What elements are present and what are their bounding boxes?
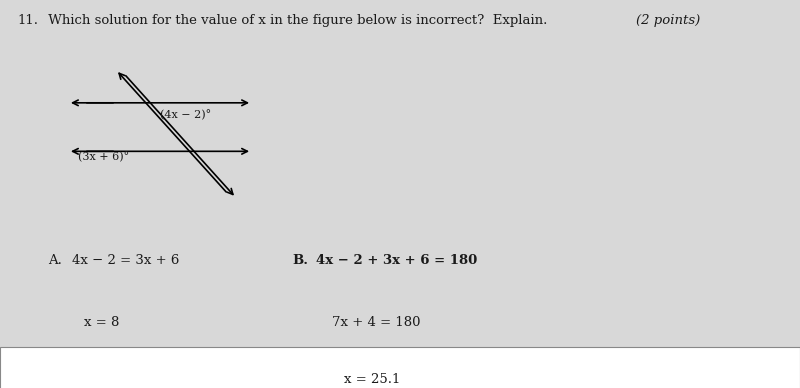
Text: x = 25.1: x = 25.1: [344, 373, 400, 386]
Text: x = 8: x = 8: [84, 316, 119, 329]
Text: Which solution for the value of x in the figure below is incorrect?  Explain.: Which solution for the value of x in the…: [44, 14, 547, 27]
Text: 4x − 2 + 3x + 6 = 180: 4x − 2 + 3x + 6 = 180: [316, 254, 478, 267]
Text: (4x − 2)°: (4x − 2)°: [160, 109, 211, 120]
Text: A.: A.: [48, 254, 62, 267]
Text: B.: B.: [292, 254, 308, 267]
Text: (3x + 6)°: (3x + 6)°: [78, 152, 130, 163]
Text: (2 points): (2 points): [636, 14, 700, 27]
FancyBboxPatch shape: [0, 347, 800, 388]
Text: 7x + 4 = 180: 7x + 4 = 180: [332, 316, 421, 329]
Text: 11.: 11.: [18, 14, 38, 27]
Text: 4x − 2 = 3x + 6: 4x − 2 = 3x + 6: [72, 254, 179, 267]
